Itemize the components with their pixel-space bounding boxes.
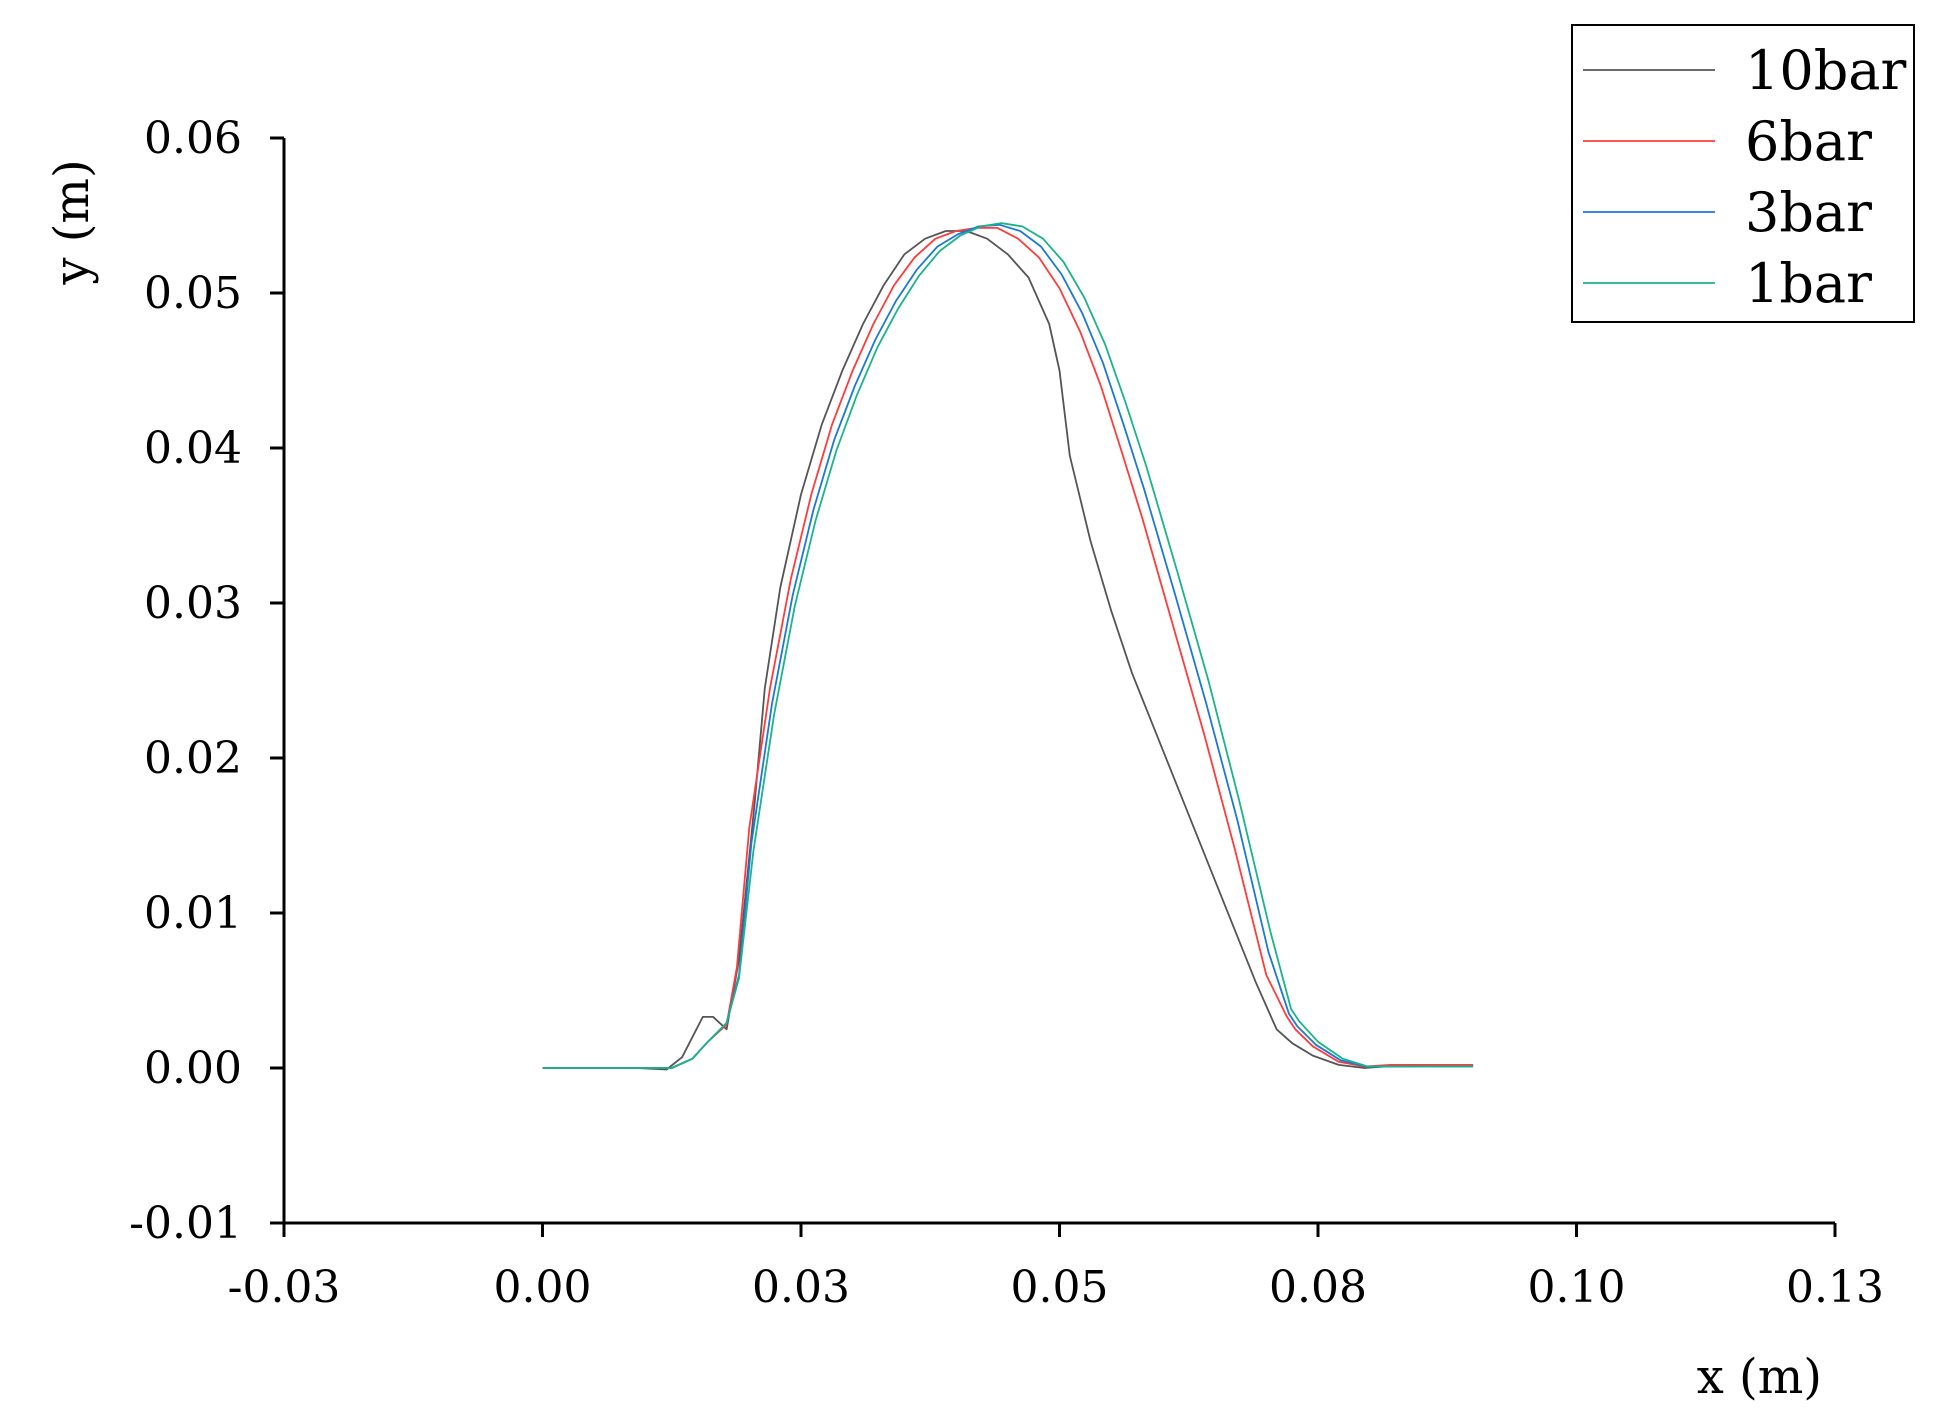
x-ticks: -0.03 0.00 0.03 0.05 0.08 0.10 0.13 — [228, 1223, 1884, 1313]
legend-label: 6bar — [1745, 110, 1872, 173]
x-tick-label: -0.03 — [228, 1262, 341, 1313]
x-tick-label: 0.05 — [1011, 1262, 1109, 1313]
series-layer — [542, 222, 1474, 1071]
y-tick-label: 0.06 — [144, 113, 242, 164]
y-tick-label: 0.00 — [144, 1043, 242, 1094]
x-axis-title: x (m) — [1697, 1349, 1822, 1405]
legend: 10bar 6bar 3bar 1bar — [1571, 24, 1915, 323]
y-tick-label: 0.05 — [144, 268, 242, 319]
legend-items: 10bar 6bar 3bar 1bar — [1583, 39, 1906, 315]
y-tick-label: -0.01 — [129, 1198, 242, 1249]
x-tick-label: 0.13 — [1786, 1262, 1884, 1313]
series-line-3bar — [542, 223, 1474, 1069]
y-tick-label: 0.03 — [144, 578, 242, 629]
x-tick-label: 0.03 — [752, 1262, 850, 1313]
x-tick-label: 0.10 — [1528, 1262, 1626, 1313]
y-tick-label: 0.04 — [144, 423, 242, 474]
x-tick-label: 0.08 — [1269, 1262, 1367, 1313]
y-axis-title: y (m) — [44, 159, 100, 285]
y-tick-label: 0.02 — [144, 733, 242, 784]
legend-label: 10bar — [1745, 39, 1906, 102]
y-tick-label: 0.01 — [144, 888, 242, 939]
series-line-1bar — [542, 222, 1474, 1069]
legend-box — [1571, 24, 1915, 323]
y-ticks: -0.01 0.00 0.01 0.02 0.03 0.04 0.05 0.06 — [129, 113, 284, 1249]
legend-label: 1bar — [1745, 252, 1872, 315]
x-tick-label: 0.00 — [494, 1262, 592, 1313]
series-line-6bar — [542, 226, 1474, 1069]
legend-label: 3bar — [1745, 181, 1872, 244]
